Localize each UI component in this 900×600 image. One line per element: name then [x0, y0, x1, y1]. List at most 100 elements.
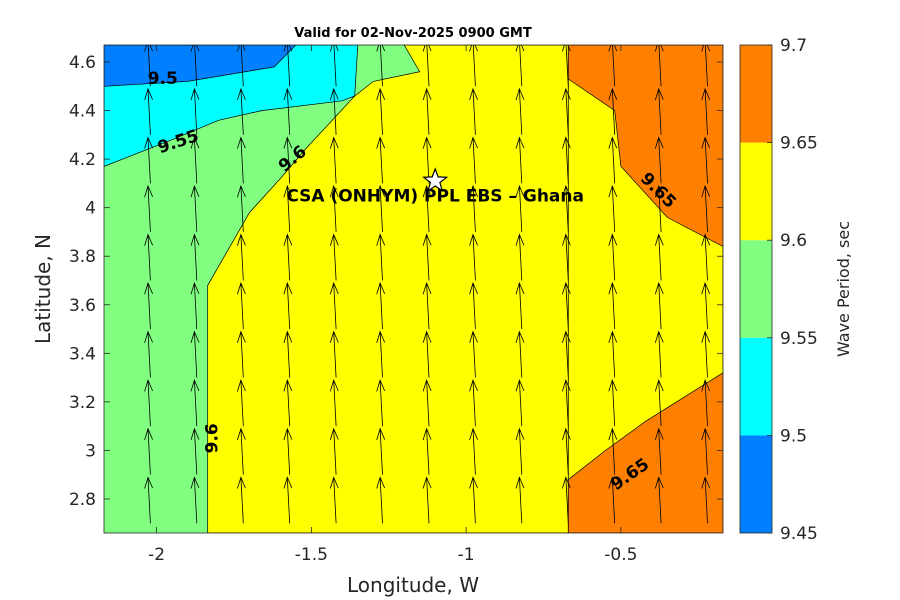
wave-arrow-6-2	[422, 379, 432, 427]
wave-arrow-11-1	[654, 427, 664, 475]
wave-arrow-3-0	[283, 476, 293, 524]
wave-arrow-3-3	[283, 330, 293, 378]
wave-arrow-11-5	[654, 233, 664, 281]
wave-arrow-7-9	[469, 45, 478, 87]
wave-arrow-11-6	[654, 184, 664, 232]
wave-arrow-7-8	[469, 87, 478, 135]
wave-arrow-2-1	[237, 427, 246, 475]
wave-arrow-4-9	[329, 45, 339, 87]
wave-arrow-5-1	[376, 427, 386, 475]
wave-arrow-9-4	[562, 281, 571, 330]
wave-arrow-11-9	[654, 45, 664, 87]
wave-arrow-9-6	[562, 184, 571, 232]
wave-arrow-4-6	[329, 184, 339, 232]
wave-arrow-8-6	[515, 184, 525, 232]
wave-arrow-10-8	[608, 87, 618, 135]
wave-arrow-3-7	[283, 136, 293, 184]
wave-arrow-6-4	[422, 281, 432, 330]
wave-arrow-9-7	[562, 136, 571, 184]
wave-arrow-2-7	[237, 136, 246, 184]
wave-arrow-0-8	[144, 87, 153, 135]
wave-arrow-12-6	[701, 184, 711, 232]
wave-arrow-5-2	[376, 379, 386, 427]
wave-arrow-6-1	[422, 427, 432, 475]
site-annotation: CSA (ONHYM) PPL EBS – Ghana	[286, 167, 584, 207]
wave-arrow-12-5	[701, 233, 711, 281]
colorbar-tick-label: 9.55	[780, 329, 818, 349]
x-tick-label: -1.5	[295, 545, 328, 565]
colorbar-tick-label: 9.7	[780, 36, 807, 56]
wave-arrow-8-0	[515, 476, 525, 524]
contour-region-3	[567, 45, 723, 247]
wave-arrow-1-5	[190, 233, 200, 281]
wave-arrow-0-5	[144, 233, 153, 281]
wave-arrow-0-7	[144, 136, 153, 184]
wave-arrow-0-4	[144, 281, 153, 330]
wave-arrow-4-2	[329, 379, 339, 427]
wave-arrow-3-8	[283, 87, 293, 135]
wave-arrow-4-0	[329, 476, 339, 524]
wave-arrow-9-0	[562, 476, 571, 524]
contour-label-0: 9.5	[148, 69, 178, 89]
wave-arrow-9-2	[562, 379, 571, 427]
wave-arrow-9-3	[562, 330, 571, 378]
wave-arrow-7-6	[469, 184, 478, 232]
wave-arrow-10-7	[608, 136, 618, 184]
wave-arrow-3-4	[283, 281, 293, 330]
wave-arrow-4-1	[329, 427, 339, 475]
wave-arrow-11-2	[654, 379, 664, 427]
colorbar-band-2	[740, 240, 772, 338]
wave-arrow-0-0	[144, 476, 153, 524]
wave-arrow-12-1	[701, 427, 711, 475]
wave-arrow-1-2	[190, 379, 200, 427]
wave-arrow-0-3	[144, 330, 153, 378]
contour-region-4	[567, 372, 723, 533]
y-tick-label: 3.8	[69, 247, 96, 267]
wave-arrow-5-4	[376, 281, 386, 330]
wave-arrow-12-4	[701, 281, 711, 330]
wave-arrow-8-2	[515, 379, 525, 427]
wave-arrow-6-6	[422, 184, 432, 232]
wave-arrow-5-5	[376, 233, 386, 281]
wave-arrow-2-0	[237, 476, 246, 524]
x-tick-label: -1	[458, 545, 475, 565]
colorbar-tick-label: 9.45	[780, 524, 818, 544]
wave-arrow-10-3	[608, 330, 618, 378]
colorbar-band-4	[740, 45, 772, 143]
wave-arrow-10-5	[608, 233, 618, 281]
wave-arrow-10-9	[608, 45, 618, 87]
wave-arrow-10-0	[608, 476, 618, 524]
colorbar-frame	[739, 44, 773, 534]
plot-frame	[103, 44, 724, 534]
contour-label-3: 9.6	[202, 423, 222, 453]
wave-arrow-1-0	[190, 476, 200, 524]
wave-arrow-11-0	[654, 476, 664, 524]
wave-arrow-8-1	[515, 427, 525, 475]
x-axis-label: Longitude, W	[347, 573, 479, 597]
wave-arrow-12-3	[701, 330, 711, 378]
wave-arrow-2-9	[237, 45, 246, 87]
colorbar-band-0	[740, 435, 772, 533]
wave-arrow-8-5	[515, 233, 525, 281]
wave-arrow-1-4	[190, 281, 200, 330]
wave-arrow-3-1	[283, 427, 293, 475]
wave-arrow-10-4	[608, 281, 618, 330]
wave-arrow-4-5	[329, 233, 339, 281]
wave-arrow-6-9	[422, 45, 432, 87]
wave-arrow-3-5	[283, 233, 293, 281]
wave-arrow-9-1	[562, 427, 571, 475]
wave-arrow-10-1	[608, 427, 618, 475]
wave-arrow-8-8	[515, 87, 525, 135]
colorbar: 9.45 9.5 9.55 9.6 9.65 9.7	[739, 36, 818, 544]
wave-arrow-6-5	[422, 233, 432, 281]
wave-arrow-1-6	[190, 184, 200, 232]
colorbar-label: Wave Period, sec	[834, 221, 853, 357]
y-tick-label: 4.6	[69, 53, 96, 73]
wave-arrow-12-0	[701, 476, 711, 524]
wave-arrow-8-9	[515, 45, 525, 87]
wave-arrow-3-6	[283, 184, 293, 232]
wave-arrow-2-8	[237, 87, 246, 135]
wave-arrow-7-1	[469, 427, 478, 475]
wave-arrow-11-8	[654, 87, 664, 135]
